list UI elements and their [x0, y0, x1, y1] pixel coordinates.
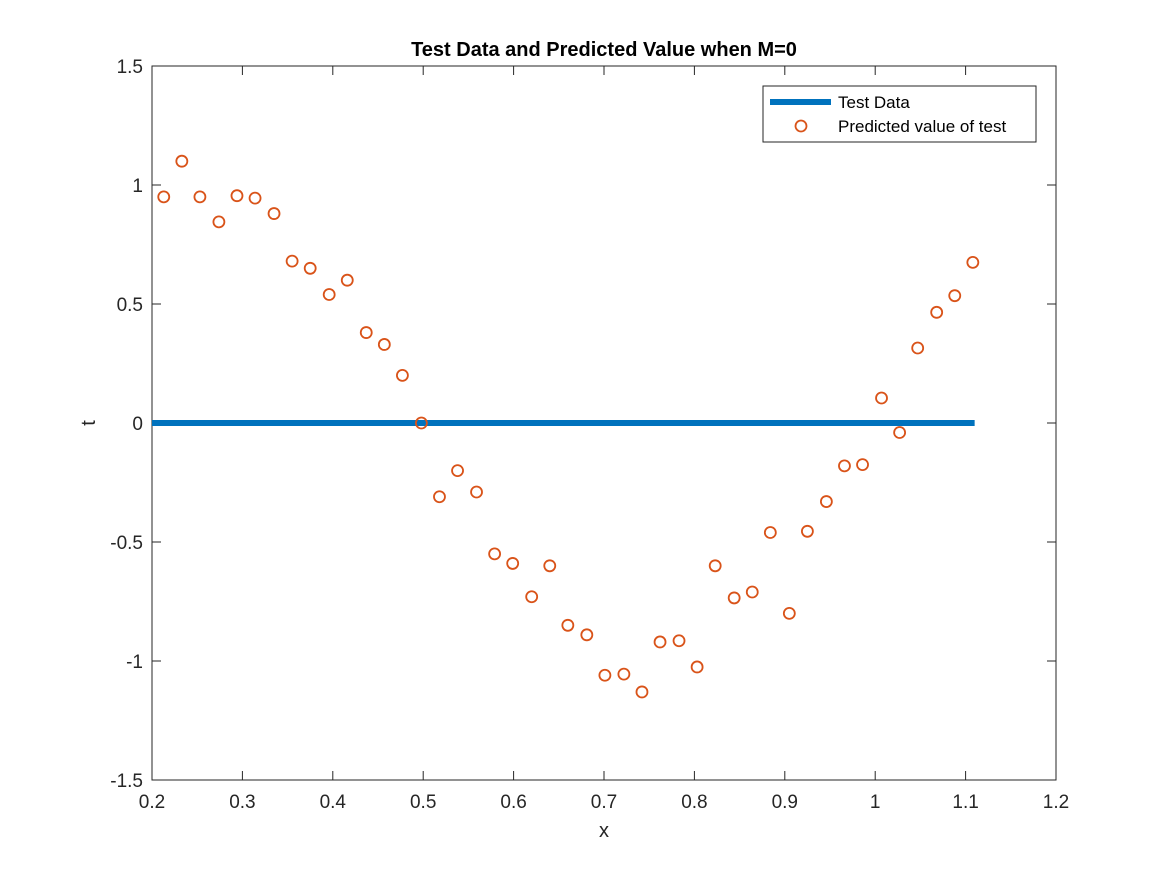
data-point — [506, 557, 520, 570]
data-point — [763, 526, 777, 539]
y-tick-label: -1.5 — [110, 771, 143, 792]
data-point — [617, 667, 631, 681]
data-point — [525, 590, 539, 604]
y-tick-label: -1 — [126, 652, 143, 673]
data-point — [727, 591, 741, 605]
data-point — [838, 459, 851, 473]
data-point — [543, 559, 557, 573]
data-point — [285, 254, 299, 268]
data-point — [782, 607, 796, 620]
data-point — [414, 416, 428, 430]
x-tick-label: 0.4 — [320, 792, 347, 813]
data-point — [488, 547, 502, 561]
data-point — [451, 464, 464, 478]
x-axis-ticks: 0.2 0.3 0.4 0.5 0.6 0.7 0.8 0.9 1 1.1 1.2 — [139, 66, 1069, 813]
x-tick-label: 0.2 — [139, 792, 165, 813]
legend-label-predicted: Predicted value of test — [838, 117, 1006, 136]
x-tick-label: 0.8 — [681, 792, 707, 813]
data-point — [598, 668, 612, 682]
y-tick-label: -0.5 — [110, 533, 143, 554]
data-point — [708, 559, 722, 573]
data-point — [893, 426, 907, 439]
data-point — [819, 495, 833, 508]
x-axis-label: x — [599, 820, 609, 842]
data-point — [948, 289, 962, 303]
y-tick-label: 1.5 — [117, 57, 143, 78]
data-point — [653, 635, 667, 649]
data-point — [359, 326, 373, 339]
data-point — [911, 341, 925, 355]
data-point — [377, 338, 391, 351]
data-point — [635, 685, 649, 699]
data-point — [267, 207, 281, 220]
y-axis-label: t — [78, 420, 100, 426]
data-point — [875, 391, 888, 405]
x-tick-label: 1 — [870, 792, 881, 813]
legend-marker-swatch — [794, 119, 808, 133]
data-point — [340, 273, 354, 287]
x-tick-label: 1.1 — [952, 792, 978, 813]
data-point — [745, 585, 759, 599]
data-point — [672, 634, 686, 648]
y-tick-label: 1 — [132, 176, 143, 197]
data-point — [248, 191, 262, 205]
legend: Test Data Predicted value of test — [762, 85, 1037, 143]
x-tick-label: 0.5 — [410, 792, 436, 813]
y-tick-label: 0.5 — [117, 295, 143, 316]
data-point — [470, 485, 483, 499]
data-point — [230, 189, 244, 203]
data-point — [856, 458, 869, 472]
data-point — [966, 255, 980, 269]
data-point — [561, 618, 575, 632]
legend-label-test-data: Test Data — [838, 93, 910, 112]
data-point — [433, 490, 446, 504]
x-tick-label: 0.9 — [772, 792, 798, 813]
legend-box — [762, 85, 1037, 143]
x-tick-label: 0.7 — [591, 792, 617, 813]
data-point — [396, 368, 409, 382]
y-tick-label: 0 — [132, 414, 143, 435]
x-tick-label: 0.6 — [500, 792, 526, 813]
data-point — [193, 190, 207, 204]
data-point — [690, 660, 704, 674]
chart-title: Test Data and Predicted Value when M=0 — [411, 39, 797, 61]
data-point — [580, 628, 594, 642]
data-point — [303, 261, 317, 275]
data-point — [930, 305, 944, 319]
data-point — [322, 288, 336, 301]
data-point — [157, 190, 171, 204]
data-point — [801, 524, 814, 538]
x-tick-label: 1.2 — [1043, 792, 1069, 813]
data-point — [212, 215, 226, 229]
data-point — [175, 154, 189, 168]
x-tick-label: 0.3 — [229, 792, 255, 813]
y-axis-ticks: -1.5 -1 -0.5 0 0.5 1 1.5 — [110, 57, 1056, 792]
series-layer — [152, 154, 980, 699]
